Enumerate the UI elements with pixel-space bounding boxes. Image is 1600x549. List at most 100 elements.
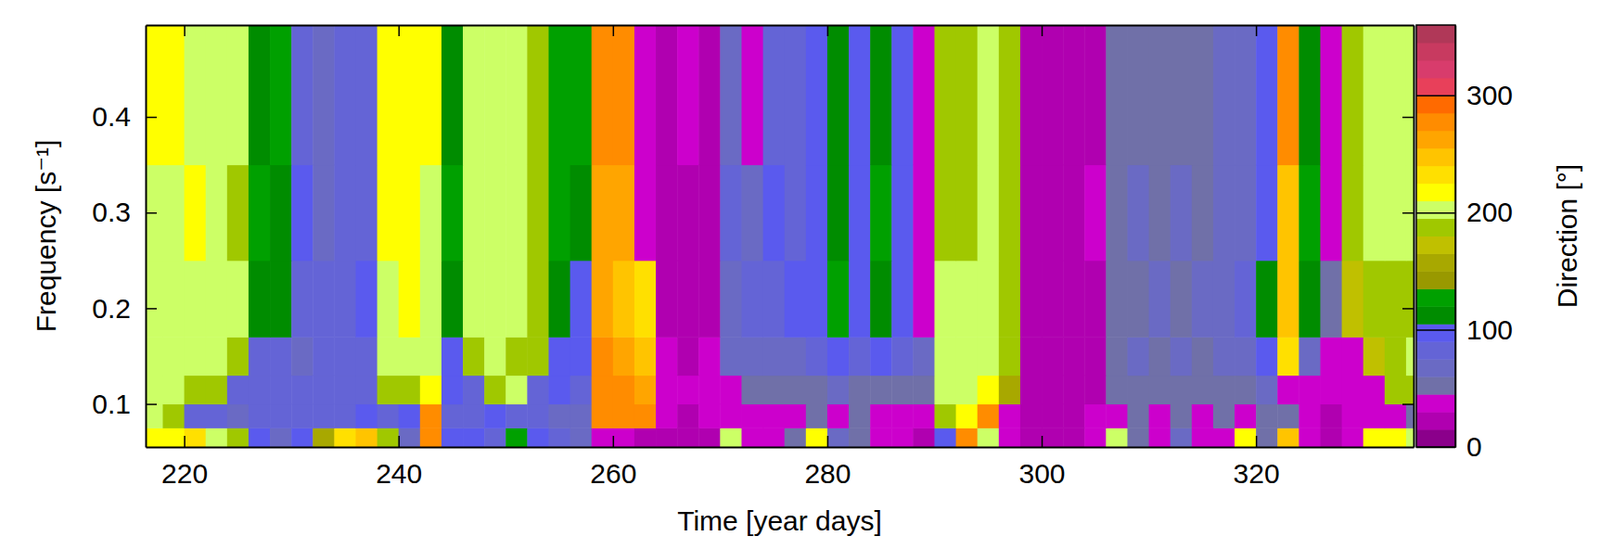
heatmap-cell	[1298, 260, 1321, 338]
heatmap-cell	[1319, 25, 1343, 166]
heatmap-cell	[184, 427, 207, 448]
heatmap-cell	[398, 336, 422, 376]
heatmap-cell	[505, 25, 528, 166]
colorbar-title: Direction [°]	[1551, 164, 1583, 308]
heatmap-cell	[1020, 404, 1043, 429]
colorbar-tick-label: 100	[1466, 314, 1513, 346]
heatmap-cell	[763, 25, 786, 166]
heatmap-cell	[162, 336, 185, 376]
heatmap-cell	[677, 25, 700, 166]
tick-label: 220	[161, 458, 208, 489]
heatmap-cell	[484, 404, 507, 429]
heatmap-cell	[634, 375, 657, 405]
heatmap-cell	[956, 25, 979, 166]
heatmap-cell	[420, 336, 443, 376]
heatmap-cell	[505, 404, 528, 429]
heatmap-cell	[1084, 427, 1107, 448]
heatmap-cell	[227, 165, 250, 262]
heatmap-cell	[1255, 336, 1279, 376]
tick-label: 0.4	[91, 101, 131, 132]
heatmap-cell	[1062, 165, 1086, 262]
heatmap-cell	[1084, 375, 1107, 405]
heatmap-cell	[998, 336, 1022, 376]
heatmap-cell	[205, 427, 229, 448]
heatmap-cell	[1170, 427, 1193, 448]
heatmap-cell	[741, 336, 764, 376]
heatmap-cell	[827, 165, 850, 262]
heatmap-cell	[741, 165, 764, 262]
heatmap-cell	[205, 336, 229, 376]
heatmap-cell	[591, 25, 615, 166]
tick-mark	[145, 116, 157, 119]
heatmap-cell	[741, 375, 764, 405]
heatmap-cell	[634, 25, 657, 166]
heatmap-cell	[848, 404, 871, 429]
heatmap-cell	[248, 260, 271, 338]
tick-mark	[145, 403, 157, 406]
heatmap-cell	[1319, 336, 1343, 376]
heatmap-cell	[248, 375, 271, 405]
heatmap-cell	[870, 25, 893, 166]
heatmap-cell	[1105, 404, 1128, 429]
heatmap-cell	[806, 404, 829, 429]
heatmap-cell	[441, 404, 464, 429]
heatmap-cell	[698, 165, 721, 262]
heatmap-cell	[1213, 404, 1236, 429]
heatmap-cell	[1084, 25, 1107, 166]
heatmap-cell	[441, 336, 464, 376]
heatmap-cell	[977, 427, 1000, 448]
heatmap-cell	[1191, 404, 1215, 429]
heatmap-cell	[1126, 25, 1150, 166]
heatmap-cell	[613, 25, 636, 166]
heatmap-cell	[1234, 427, 1257, 448]
heatmap-cell	[1041, 165, 1064, 262]
heatmap-cell	[1319, 165, 1343, 262]
tick-mark	[183, 25, 186, 37]
heatmap-cell	[548, 336, 571, 376]
heatmap-cell	[1363, 25, 1386, 166]
heatmap-cell	[1234, 260, 1257, 338]
heatmap-cell	[145, 404, 164, 429]
heatmap-cell	[1255, 427, 1279, 448]
heatmap-cell	[145, 165, 164, 262]
heatmap-cell	[269, 336, 293, 376]
heatmap-cell	[291, 25, 314, 166]
heatmap-cell	[355, 336, 378, 376]
heatmap-cell	[848, 25, 871, 166]
heatmap-cell	[719, 427, 743, 448]
tick-mark	[1402, 403, 1414, 406]
tick: 0.1	[91, 388, 157, 420]
heatmap-cell	[1342, 404, 1365, 429]
heatmap-cell	[719, 165, 743, 262]
tick: 260	[589, 435, 637, 489]
heatmap-cell	[548, 25, 571, 166]
heatmap-cell	[484, 427, 507, 448]
heatmap-cell	[827, 260, 850, 338]
heatmap-cell	[377, 404, 400, 429]
colorbar-swatch	[1416, 60, 1456, 78]
colorbar-tick: 0	[1416, 431, 1483, 462]
heatmap-cell	[398, 25, 422, 166]
heatmap-cell	[333, 375, 357, 405]
heatmap-cell	[398, 260, 422, 338]
heatmap-cell	[570, 404, 593, 429]
tick	[1255, 25, 1257, 37]
heatmap-cell	[312, 404, 335, 429]
y-axis-right	[1402, 25, 1415, 448]
axis-line	[146, 25, 1415, 27]
heatmap-cell	[1406, 375, 1414, 405]
heatmap-cell	[269, 25, 293, 166]
heatmap-cell	[145, 260, 164, 338]
heatmap-cell	[1126, 165, 1150, 262]
heatmap-cell	[377, 336, 400, 376]
heatmap-cell	[1277, 260, 1300, 338]
heatmap-cell	[1384, 25, 1408, 166]
heatmap-cell	[956, 260, 979, 338]
heatmap-cell	[333, 165, 357, 262]
heatmap-cell	[333, 404, 357, 429]
x-axis-title: Time [year days]	[677, 505, 883, 537]
heatmap-cell	[870, 165, 893, 262]
heatmap-cell	[977, 336, 1000, 376]
heatmap-cell	[912, 336, 935, 376]
heatmap-cell	[1062, 427, 1086, 448]
